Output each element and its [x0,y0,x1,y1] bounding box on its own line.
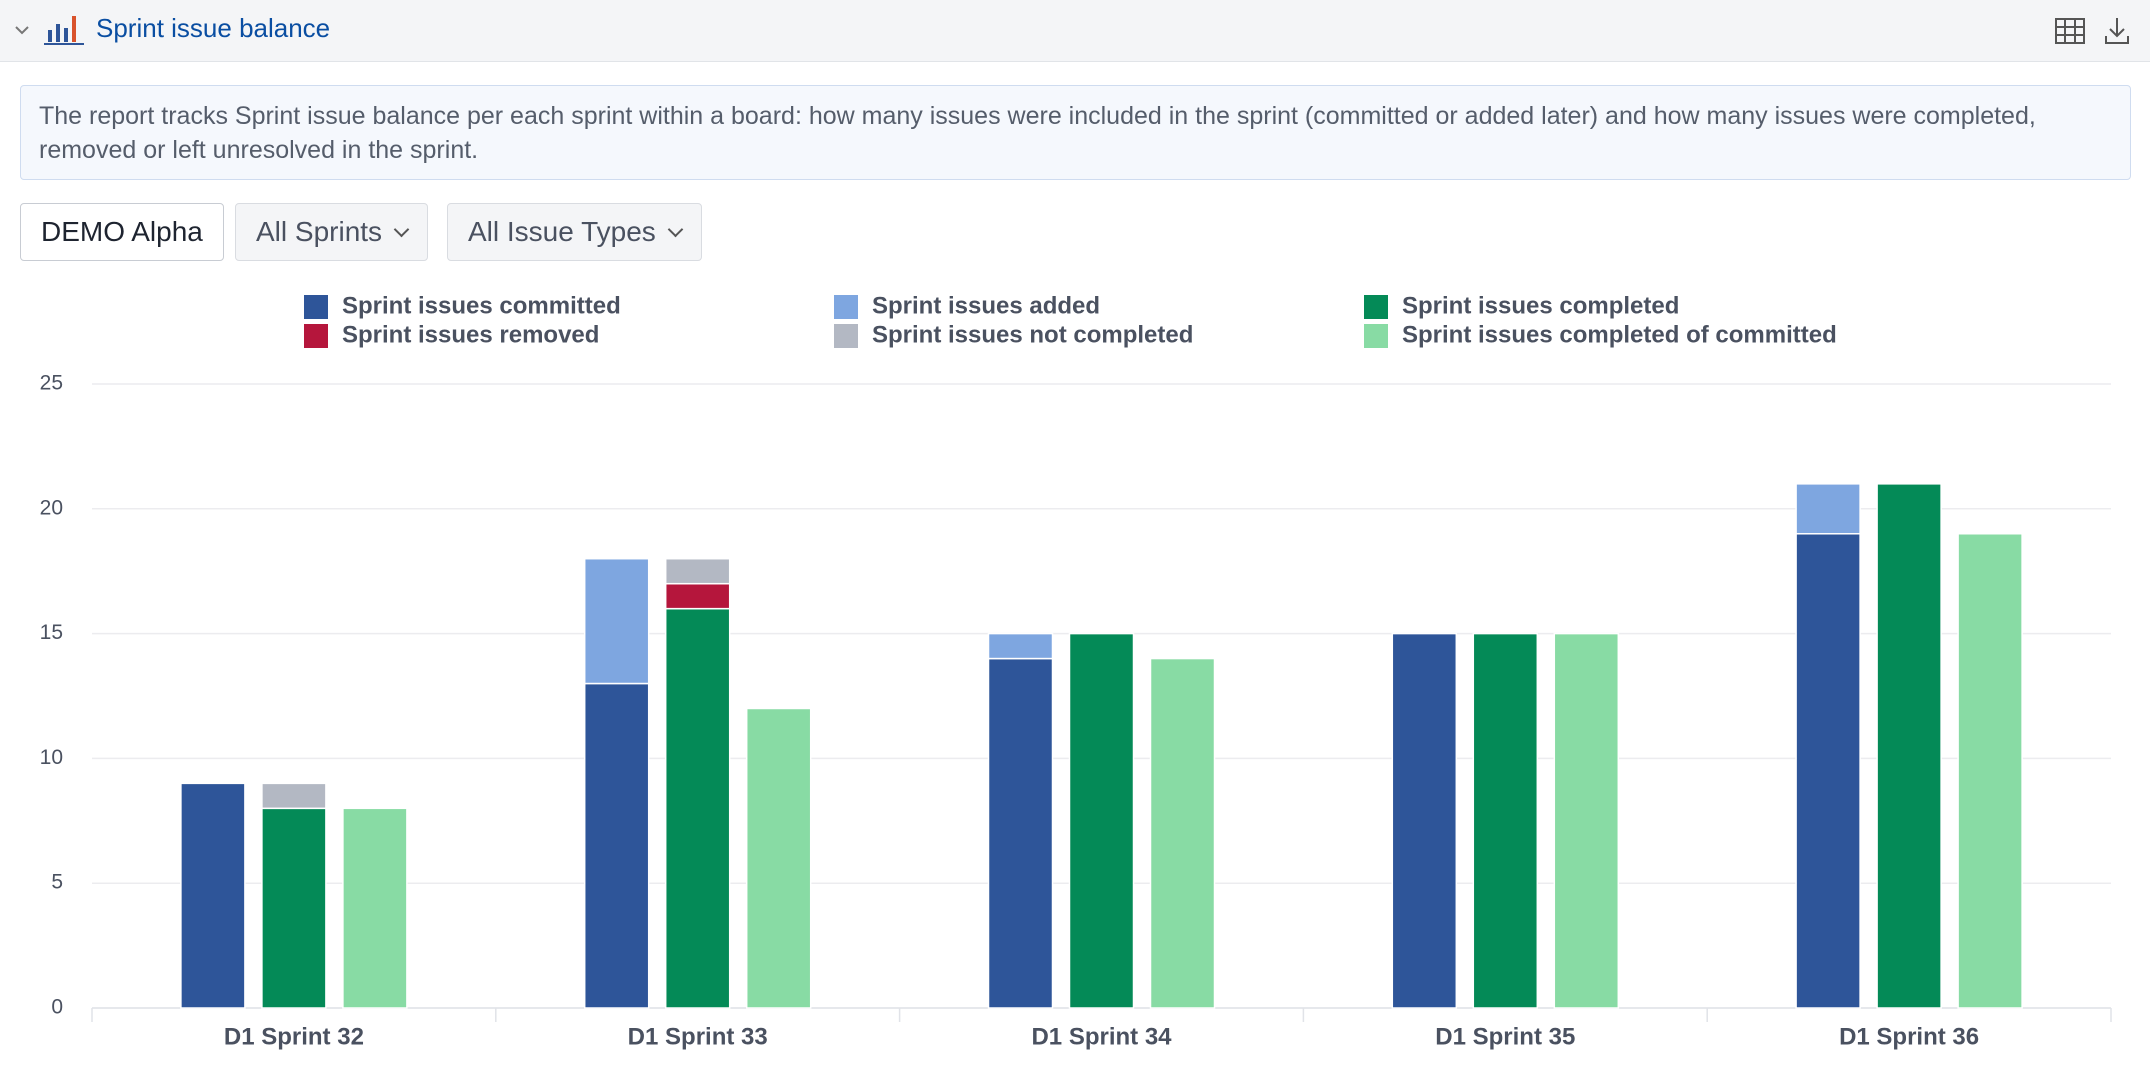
bar [1795,533,1861,1009]
bar [342,807,408,1009]
legend-label: Sprint issues committed [342,292,621,319]
bar [583,557,650,685]
filter-label: DEMO Alpha [41,216,203,247]
x-tick-label: D1 Sprint 32 [224,1023,364,1050]
bar [987,657,1054,1009]
y-tick-label: 15 [40,621,63,644]
bar [261,807,327,1009]
x-tick-label: D1 Sprint 36 [1839,1023,1979,1050]
report-title[interactable]: Sprint issue balance [96,13,331,43]
legend-label: Sprint issues removed [342,321,599,348]
download-button[interactable] [2104,16,2130,46]
legend-swatch [834,324,858,348]
y-tick-label: 5 [51,871,63,894]
bar [261,782,327,810]
table-view-button[interactable] [2055,18,2085,44]
bar [1068,632,1135,1009]
bar [1149,657,1216,1009]
board-filter[interactable]: DEMO Alpha [20,203,224,261]
x-tick-label: D1 Sprint 35 [1435,1023,1575,1050]
chart: Sprint issues committed Sprint issues add… [40,292,2112,1050]
x-tick-label: D1 Sprint 33 [628,1023,768,1050]
filter-label: All Issue Types [468,216,656,247]
legend-swatch [834,295,858,319]
legend-label: Sprint issues completed [1402,292,1679,319]
legend-swatch [304,324,328,348]
legend-swatch [1364,295,1388,319]
bar [1876,483,1942,1009]
legend-swatch [1364,324,1388,348]
bar [987,632,1054,660]
filter-label: All Sprints [256,216,383,247]
sprint-filter[interactable]: All Sprints [235,203,429,261]
legend-label: Sprint issues not completed [872,321,1193,348]
legend-swatch [304,295,328,319]
bar [1795,483,1861,535]
issue-type-filter[interactable]: All Issue Types [447,203,702,261]
y-tick-label: 25 [40,372,63,395]
collapse-icon[interactable] [14,22,30,38]
header: Sprint issue balance [0,0,2150,62]
bar [1957,533,2023,1009]
y-tick-label: 10 [40,746,63,769]
report-description: The report tracks Sprint issue balance p… [20,85,2131,180]
bar [664,582,731,610]
bar [1472,632,1539,1009]
bar [1391,632,1458,1009]
legend-label: Sprint issues completed of committed [1402,321,1837,348]
bar [180,782,246,1009]
bar [664,607,731,1009]
bar [745,707,812,1009]
y-tick-label: 20 [40,496,63,519]
chart-icon [44,16,84,45]
legend-label: Sprint issues added [872,292,1100,319]
bar [664,557,731,585]
y-tick-label: 0 [51,996,63,1019]
x-tick-label: D1 Sprint 34 [1031,1023,1172,1050]
bar [583,682,650,1009]
bar [1553,632,1620,1009]
